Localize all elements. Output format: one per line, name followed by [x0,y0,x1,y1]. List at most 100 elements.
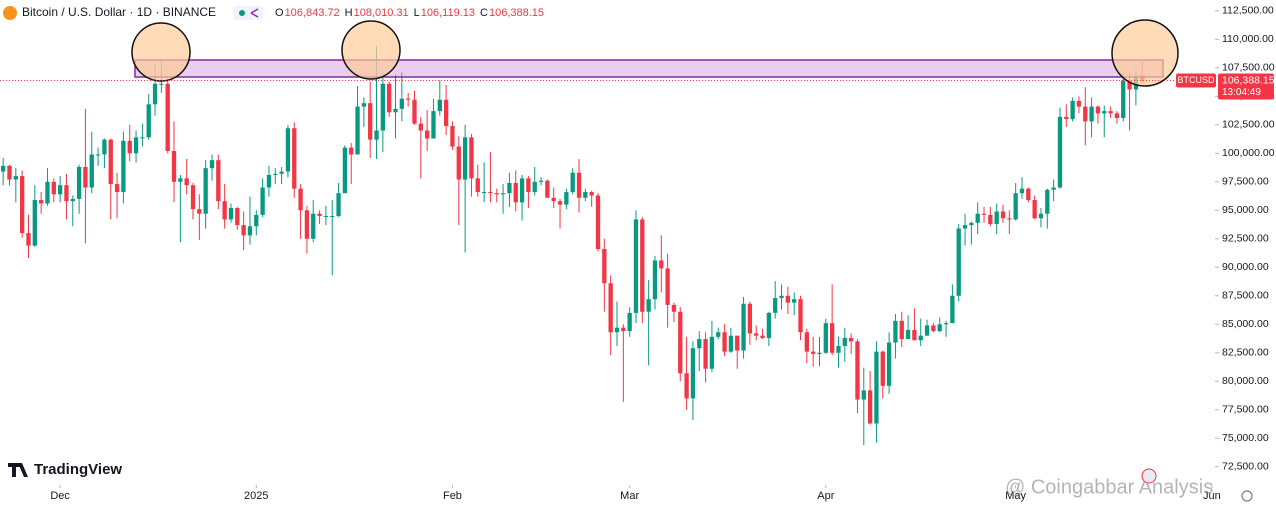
candle-body [76,166,82,199]
candle-body [842,337,847,346]
candle-body [254,214,259,227]
candle-body [874,351,879,424]
candle-body [260,187,265,215]
candle-body [336,193,341,216]
axes: 72,500.00 75,000.00 77,500.00 80,000.00 82,5… [0,5,1275,502]
candle-body [374,130,379,140]
candle-body [266,174,272,188]
y-tick-label: 75,000.00 [1222,432,1269,444]
candle-body [1070,100,1075,120]
indicator-toggle[interactable] [233,6,263,20]
candle-body [1019,188,1025,194]
candle-body [538,180,544,182]
candle-body [1032,200,1037,219]
candle-body [855,341,860,400]
candle-body [437,99,442,112]
candle-body [387,83,392,113]
candle-body [943,323,949,325]
ohlc-value: 106,119.13 [421,7,475,19]
candle-body [393,108,398,113]
candle-body [368,103,373,140]
candle-body [570,172,575,193]
candle-body [836,345,841,353]
candle-body [829,323,835,353]
candle-body [861,390,866,400]
y-tick-label: 92,500.00 [1222,233,1269,245]
y-tick-label: 85,000.00 [1222,318,1269,330]
candle-body [500,193,506,195]
candle-body [481,192,487,194]
candle-body [304,210,310,239]
candle-body [754,333,759,336]
candle-body [614,327,620,333]
candle-body [880,351,885,386]
ohlc-key: L [414,7,420,19]
candle-body [406,98,411,100]
candle-body [102,139,107,155]
candle-body [1000,211,1006,219]
candle-body [576,172,582,198]
candle-body [798,299,803,333]
candle-body [273,173,278,175]
status-dot [239,10,245,16]
settings-icon[interactable] [1241,490,1253,502]
y-tick-label: 72,500.00 [1222,461,1269,473]
candle-body [671,304,677,312]
x-tick-label: Apr [817,490,834,502]
candle-body [424,130,430,139]
candles [1,46,1145,446]
candle-body [589,192,594,196]
candle-body [450,125,455,147]
candle-body [159,83,164,85]
candle-body [595,195,601,250]
candle-body [443,99,449,126]
y-tick-label: 102,500.00 [1222,119,1275,131]
candle-body [823,323,828,353]
candle-body [924,325,930,336]
candle-body [330,215,335,217]
candle-body [89,154,94,188]
candle-body [241,225,246,236]
x-tick-label: Mar [620,490,639,502]
candle-body [298,188,303,211]
price-tag: 106,388.15 [1222,74,1275,86]
ohlc-value: 106,843.72 [285,7,340,19]
ohlc-key: C [480,7,488,19]
candle-body [886,342,892,386]
candle-body [633,219,639,313]
candle-body [1051,187,1056,190]
candle-body [981,213,987,215]
x-tick-label: May [1005,490,1026,502]
candle-body [1057,116,1063,188]
candle-body [1013,193,1018,220]
candle-body [564,192,569,205]
candle-body [203,168,208,214]
candle-body [235,208,240,226]
candle-body [64,185,69,202]
candle-body [804,332,809,352]
candle-body [349,147,354,155]
candle-body [905,329,911,340]
y-tick-label: 107,500.00 [1222,62,1275,74]
symbol-tag: BTCUSD [1177,75,1215,85]
candle-body [760,335,765,338]
coin-icon [3,6,17,20]
y-tick-label: 77,500.00 [1222,404,1269,416]
candle-body [83,166,88,188]
tv-logo-mark [8,463,28,477]
candle-body [152,83,158,105]
candle-body [722,332,727,352]
candle-body [602,249,607,284]
price-tag-bg [1218,73,1274,100]
candle-body [216,160,221,202]
candle-body [728,335,734,352]
candle-body [38,200,44,204]
candle-body [190,185,196,210]
candle-body [380,83,386,131]
candle-body [918,335,923,341]
candle-body [146,104,151,138]
candle-body [646,299,651,312]
candle-body [665,268,670,305]
candle-body [108,139,113,185]
